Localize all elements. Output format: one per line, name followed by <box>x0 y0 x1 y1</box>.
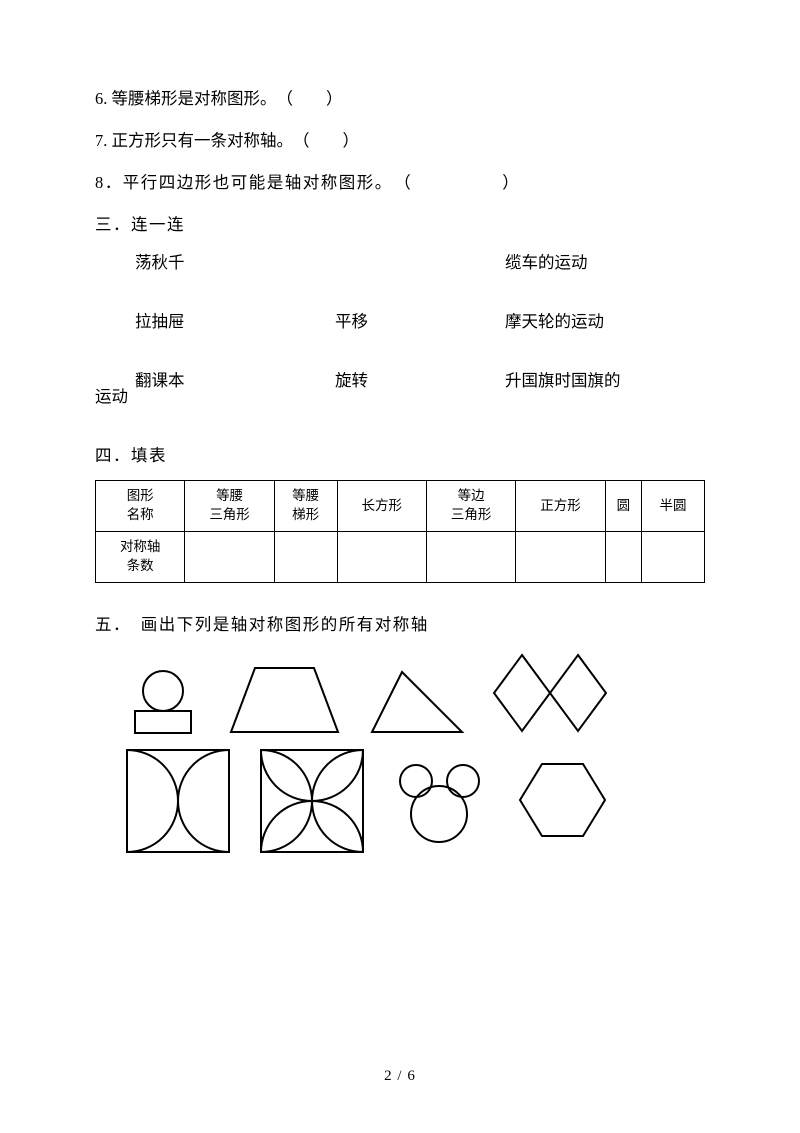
page-number: 2 / 6 <box>0 1068 800 1085</box>
match-r1c3: 缆车的运动 <box>505 249 705 273</box>
symmetry-table: 图形名称 等腰三角形 等腰梯形 长方形 等边三角形 正方形 圆 半圆 对称轴条数 <box>95 480 705 583</box>
shapes-row-2 <box>123 746 705 856</box>
th-8: 半圆 <box>642 481 705 532</box>
shape-hexagon <box>515 758 610 843</box>
td-3[interactable] <box>337 532 426 583</box>
th-5: 等边三角形 <box>426 481 515 532</box>
td-4[interactable] <box>426 532 515 583</box>
th-7: 圆 <box>605 481 641 532</box>
question-6: 6. 等腰梯形是对称图形。 （ ） <box>95 85 705 113</box>
match-r2c1: 拉抽屉 <box>135 308 335 332</box>
shape-mickey <box>391 756 491 846</box>
section-3-title: 三．连一连 <box>95 211 705 239</box>
td-1[interactable] <box>185 532 274 583</box>
th-3: 等腰梯形 <box>274 481 337 532</box>
td-2[interactable] <box>274 532 337 583</box>
match-r2c2: 平移 <box>335 308 505 332</box>
shape-square-leaves-2 <box>123 746 233 856</box>
td-6[interactable] <box>605 532 641 583</box>
question-8: 8．平行四边形也可能是轴对称图形。 （ ） <box>95 169 705 197</box>
match-r1c2 <box>335 249 505 273</box>
match-r3c1: 翻课本 <box>135 367 335 391</box>
td-label: 对称轴条数 <box>96 532 185 583</box>
shape-two-diamonds <box>490 651 610 736</box>
th-1: 图形名称 <box>96 481 185 532</box>
th-4: 长方形 <box>337 481 426 532</box>
question-7: 7. 正方形只有一条对称轴。 （ ） <box>95 127 705 155</box>
match-row-2: 拉抽屉 平移 摩天轮的运动 <box>135 308 705 332</box>
shape-trapezoid <box>227 664 342 736</box>
match-r2c3: 摩天轮的运动 <box>505 308 705 332</box>
match-r3c2: 旋转 <box>335 367 505 391</box>
match-grid: 荡秋千 缆车的运动 拉抽屉 平移 摩天轮的运动 翻课本 旋转 升国旗时国旗的 <box>135 249 705 391</box>
shape-right-triangle <box>366 668 466 736</box>
shape-square-petals-4 <box>257 746 367 856</box>
table-header-row: 图形名称 等腰三角形 等腰梯形 长方形 等边三角形 正方形 圆 半圆 <box>96 481 705 532</box>
match-r1c1: 荡秋千 <box>135 249 335 273</box>
th-6: 正方形 <box>516 481 605 532</box>
match-row-1: 荡秋千 缆车的运动 <box>135 249 705 273</box>
table-answer-row: 对称轴条数 <box>96 532 705 583</box>
shape-circle-on-rect <box>123 666 203 736</box>
td-5[interactable] <box>516 532 605 583</box>
match-row-3: 翻课本 旋转 升国旗时国旗的 <box>135 367 705 391</box>
shapes-row-1 <box>123 651 705 736</box>
match-r3c3: 升国旗时国旗的 <box>505 367 705 391</box>
section-5-title: 五． 画出下列是轴对称图形的所有对称轴 <box>95 611 705 639</box>
section-4-title: 四．填表 <box>95 442 705 470</box>
th-2: 等腰三角形 <box>185 481 274 532</box>
td-7[interactable] <box>642 532 705 583</box>
